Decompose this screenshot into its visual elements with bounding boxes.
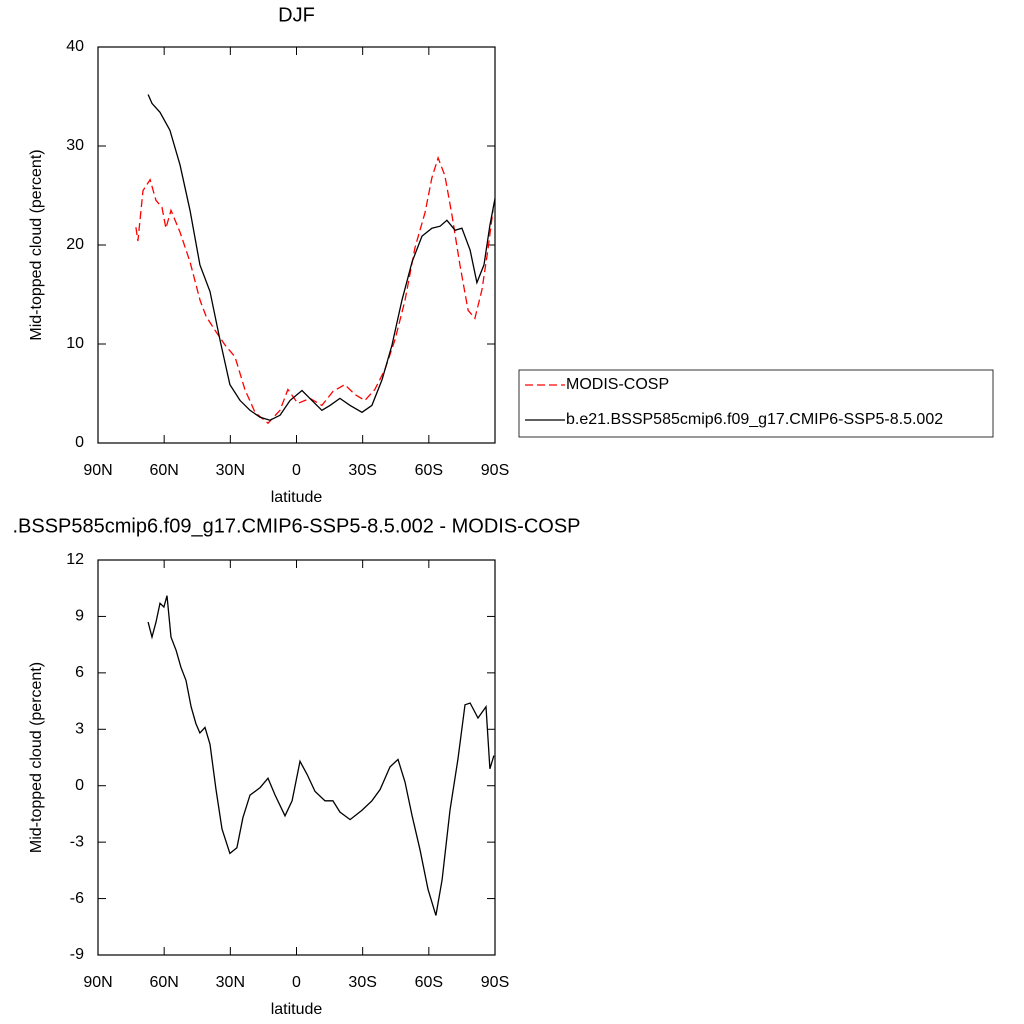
- x-tick-label: 30S: [348, 462, 376, 479]
- data-line: [147, 595, 495, 916]
- plot-frame: [97, 559, 496, 956]
- y-tick-label: 30: [66, 137, 84, 154]
- legend-label: b.e21.BSSP585cmip6.f09_g17.CMIP6-SSP5-8.…: [566, 411, 943, 428]
- y-tick-label: -9: [70, 946, 84, 963]
- y-tick-label: 10: [66, 335, 84, 352]
- y-tick-label: 6: [75, 664, 84, 681]
- y-tick-label: 9: [75, 608, 84, 625]
- y-tick-label: 12: [66, 551, 84, 568]
- y-tick-label: 40: [66, 38, 84, 55]
- x-tick-label: 30N: [216, 462, 245, 479]
- x-tick-label: 0: [292, 462, 301, 479]
- y-tick-label: 20: [66, 236, 84, 253]
- x-tick-label: 90S: [481, 462, 509, 479]
- x-tick-label: 0: [292, 974, 301, 991]
- x-tick-label: 30S: [348, 974, 376, 991]
- y-axis-label: Mid-topped cloud (percent): [28, 149, 45, 340]
- data-line: [135, 155, 494, 425]
- x-tick-label: 60N: [149, 462, 178, 479]
- x-tick-label: 30N: [216, 974, 245, 991]
- x-tick-label: 90N: [83, 974, 112, 991]
- chart-title: .BSSP585cmip6.f09_g17.CMIP6-SSP5-8.5.002…: [12, 515, 580, 537]
- x-tick-label: 60N: [149, 974, 178, 991]
- chart-title: DJF: [278, 4, 315, 26]
- x-tick-label: 60S: [415, 462, 443, 479]
- x-tick-label: 60S: [415, 974, 443, 991]
- legend-box: [518, 369, 994, 438]
- y-tick-label: -6: [70, 890, 84, 907]
- x-axis-label: latitude: [271, 489, 323, 506]
- legend-label: MODIS-COSP: [566, 376, 669, 393]
- data-line: [147, 94, 496, 421]
- y-tick-label: 3: [75, 721, 84, 738]
- x-axis-label: latitude: [271, 1001, 323, 1018]
- plot-frame: [97, 46, 496, 444]
- x-tick-label: 90S: [481, 974, 509, 991]
- y-axis-label: Mid-topped cloud (percent): [28, 662, 45, 853]
- x-tick-label: 90N: [83, 462, 112, 479]
- y-tick-label: -3: [70, 833, 84, 850]
- y-tick-label: 0: [75, 777, 84, 794]
- y-tick-label: 0: [75, 434, 84, 451]
